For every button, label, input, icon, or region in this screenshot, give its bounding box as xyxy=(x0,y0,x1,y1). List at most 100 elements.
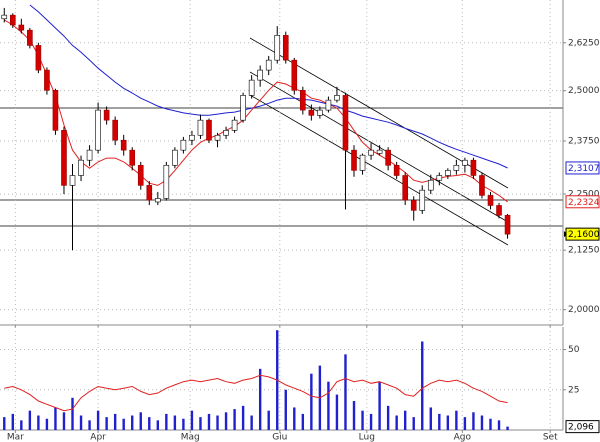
candle-body xyxy=(265,59,272,71)
candle-body xyxy=(376,149,383,154)
last-value-box: 2,1600 xyxy=(565,227,600,241)
candle-body xyxy=(410,199,417,211)
volume-bar xyxy=(352,401,356,430)
candle-body xyxy=(240,95,246,121)
volume-bar xyxy=(395,415,398,430)
volume-bar xyxy=(327,381,330,430)
volume-bar xyxy=(489,418,492,430)
volume-bar xyxy=(455,410,458,430)
candle-body xyxy=(78,159,84,176)
candle-body xyxy=(103,109,110,121)
y-tick-label: 2,6250 xyxy=(568,38,600,48)
candle-body xyxy=(419,189,426,211)
candle-body xyxy=(180,139,187,151)
candle-body xyxy=(86,149,93,161)
volume-bar xyxy=(11,413,14,430)
candle-body xyxy=(172,149,178,166)
volume-bar xyxy=(421,341,424,430)
volume-bar xyxy=(88,420,91,430)
y-tick-label: 50 xyxy=(568,345,580,355)
candle-body xyxy=(402,175,408,201)
volume-bar xyxy=(267,410,270,430)
candle-body xyxy=(334,95,340,101)
volume-bar xyxy=(344,354,347,430)
candle-body xyxy=(393,164,400,176)
volume-bar xyxy=(37,415,40,430)
x-tick-label: Set xyxy=(543,433,558,442)
volume-bar xyxy=(156,420,160,430)
series-line xyxy=(4,19,508,203)
candle-body xyxy=(385,149,391,166)
candle-body xyxy=(69,175,76,186)
volume-bar xyxy=(241,405,245,430)
volume-bar xyxy=(480,415,484,430)
candle-body xyxy=(197,119,204,136)
volume-bar xyxy=(139,412,142,430)
last-value-label: 2,096 xyxy=(568,423,594,433)
volume-bar xyxy=(216,415,219,430)
trend-line xyxy=(249,94,509,246)
volume-bar xyxy=(182,418,185,430)
last-value-box: 2,096 xyxy=(565,420,600,434)
volume-bar xyxy=(446,415,450,430)
volume-bar xyxy=(173,415,177,430)
candle-body xyxy=(342,95,349,151)
volume-bar xyxy=(369,413,373,430)
candle-body xyxy=(445,170,451,176)
trend-line xyxy=(249,71,509,223)
candle-body xyxy=(95,109,101,151)
candle-body xyxy=(52,89,59,131)
volume-bar xyxy=(71,397,74,430)
y-tick-label: 2,1250 xyxy=(568,246,600,256)
volume-bar xyxy=(310,373,313,430)
volume-bar xyxy=(190,410,194,430)
candle-body xyxy=(129,149,136,166)
volume-bar xyxy=(463,417,467,430)
last-value-label: 2,2324 xyxy=(568,198,600,208)
volume-bar xyxy=(472,412,475,430)
volume-bar xyxy=(386,405,390,430)
y-tick-label: 2,0000 xyxy=(568,305,600,315)
volume-bar xyxy=(412,417,415,430)
candle-body xyxy=(317,109,323,116)
volume-bar xyxy=(361,410,364,430)
last-value-label: 2,1600 xyxy=(568,230,600,240)
candle-body xyxy=(462,159,468,166)
candle-body xyxy=(223,130,229,136)
candle-body xyxy=(453,164,460,171)
candle-body xyxy=(27,29,33,46)
candle-body xyxy=(248,79,255,96)
volume-bar xyxy=(122,418,125,430)
volume-bar xyxy=(506,426,509,430)
candle-body xyxy=(291,59,298,91)
last-value-label: 2,3107 xyxy=(568,164,600,174)
candle-body xyxy=(436,175,443,181)
candle-body xyxy=(470,159,477,176)
candle-body xyxy=(351,149,357,171)
candle-body xyxy=(308,109,315,116)
volume-bar xyxy=(284,389,287,430)
candle-body xyxy=(427,179,434,191)
candle-body xyxy=(479,175,485,196)
volume-bar xyxy=(250,415,253,430)
candle-body xyxy=(9,14,16,26)
volume-bar xyxy=(20,420,23,430)
volume-bar xyxy=(131,415,134,430)
volume-bar xyxy=(438,413,441,430)
candle-body xyxy=(1,14,8,20)
candle-body xyxy=(487,195,494,206)
volume-bar xyxy=(403,410,407,430)
x-tick-label: Ago xyxy=(454,433,472,442)
last-value-box-frame xyxy=(565,420,600,434)
volume-bar xyxy=(79,415,83,430)
candle-body xyxy=(112,119,118,141)
last-value-box-frame xyxy=(565,161,600,175)
volume-bar xyxy=(54,407,57,430)
last-value-box-frame xyxy=(565,195,600,209)
y-tick-label: 25 xyxy=(568,385,579,395)
volume-bar xyxy=(45,418,49,430)
last-value-box: 2,2324 xyxy=(565,195,600,209)
volume-bar xyxy=(429,407,432,430)
candle-body xyxy=(300,89,306,111)
candle-body xyxy=(189,134,195,141)
